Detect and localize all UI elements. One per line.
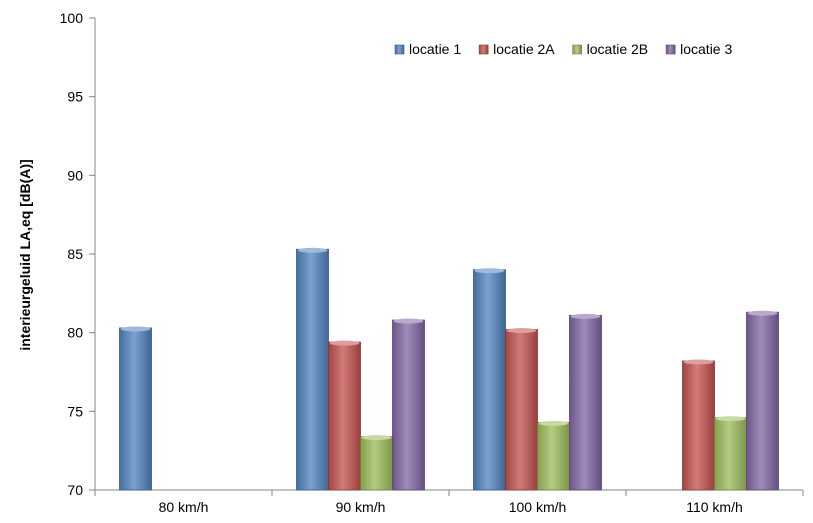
legend: locatie 1 locatie 2A locatie 2B locatie 3 <box>394 41 732 57</box>
bar-top <box>393 318 424 324</box>
bar <box>537 420 570 491</box>
bar-top <box>570 313 601 319</box>
bar <box>119 326 152 491</box>
legend-swatch <box>478 44 489 55</box>
bar-body <box>119 327 152 491</box>
y-axis: 70 75 80 85 90 95 100 <box>60 10 96 498</box>
y-tick-label: 70 <box>67 482 83 498</box>
bar-body <box>746 311 779 491</box>
bar <box>392 318 425 491</box>
y-tick-label: 75 <box>67 403 83 419</box>
legend-swatch <box>394 44 405 55</box>
y-tick-label: 100 <box>60 10 84 26</box>
x-tick-label: 110 km/h <box>686 499 743 515</box>
bar-body <box>505 329 538 491</box>
x-tick-label: 100 km/h <box>509 499 567 515</box>
bar <box>296 247 329 491</box>
y-tick-label: 95 <box>67 89 83 105</box>
bar-body <box>569 314 602 491</box>
legend-item: locatie 1 <box>394 41 461 57</box>
bar-top <box>538 420 569 426</box>
bar-top <box>474 268 505 274</box>
x-tick-label: 90 km/h <box>336 499 386 515</box>
x-tick-label: 80 km/h <box>159 499 209 515</box>
bar-top <box>361 435 392 441</box>
bar <box>714 416 747 491</box>
legend-item: locatie 3 <box>665 41 732 57</box>
legend-item: locatie 2B <box>572 41 648 57</box>
bar-top <box>683 359 714 365</box>
bar-body <box>537 421 570 491</box>
bar-body <box>714 417 747 491</box>
y-tick-label: 85 <box>67 246 83 262</box>
bar-body <box>360 436 393 491</box>
legend-label: locatie 2B <box>587 41 648 57</box>
y-tick-label: 90 <box>67 167 83 183</box>
legend-swatch <box>572 44 582 55</box>
bar-body <box>473 269 506 491</box>
bar <box>360 435 393 491</box>
bar <box>473 268 506 491</box>
legend-label: locatie 2A <box>493 41 555 57</box>
bar-top <box>506 328 537 334</box>
bar <box>569 313 602 491</box>
legend-item: locatie 2A <box>478 41 555 57</box>
bar-body <box>296 248 329 491</box>
bar-top <box>297 247 328 253</box>
bar <box>746 310 779 491</box>
bar-body <box>328 341 361 491</box>
bar-top <box>120 326 151 332</box>
bar <box>505 328 538 491</box>
bar-body <box>682 360 715 491</box>
legend-label: locatie 1 <box>409 41 461 57</box>
bar-top <box>329 340 360 346</box>
legend-label: locatie 3 <box>680 41 732 57</box>
legend-swatch <box>665 44 676 55</box>
bar-body <box>392 319 425 491</box>
y-tick-label: 80 <box>67 325 83 341</box>
x-axis: 80 km/h 90 km/h 100 km/h 110 km/h <box>94 489 804 515</box>
bar-top <box>747 310 778 316</box>
y-axis-label: interieurgeluid LA,eq [dB(A)] <box>17 159 33 350</box>
bar-top <box>715 416 746 422</box>
bars <box>119 247 779 491</box>
bar <box>328 340 361 491</box>
bar <box>682 359 715 491</box>
